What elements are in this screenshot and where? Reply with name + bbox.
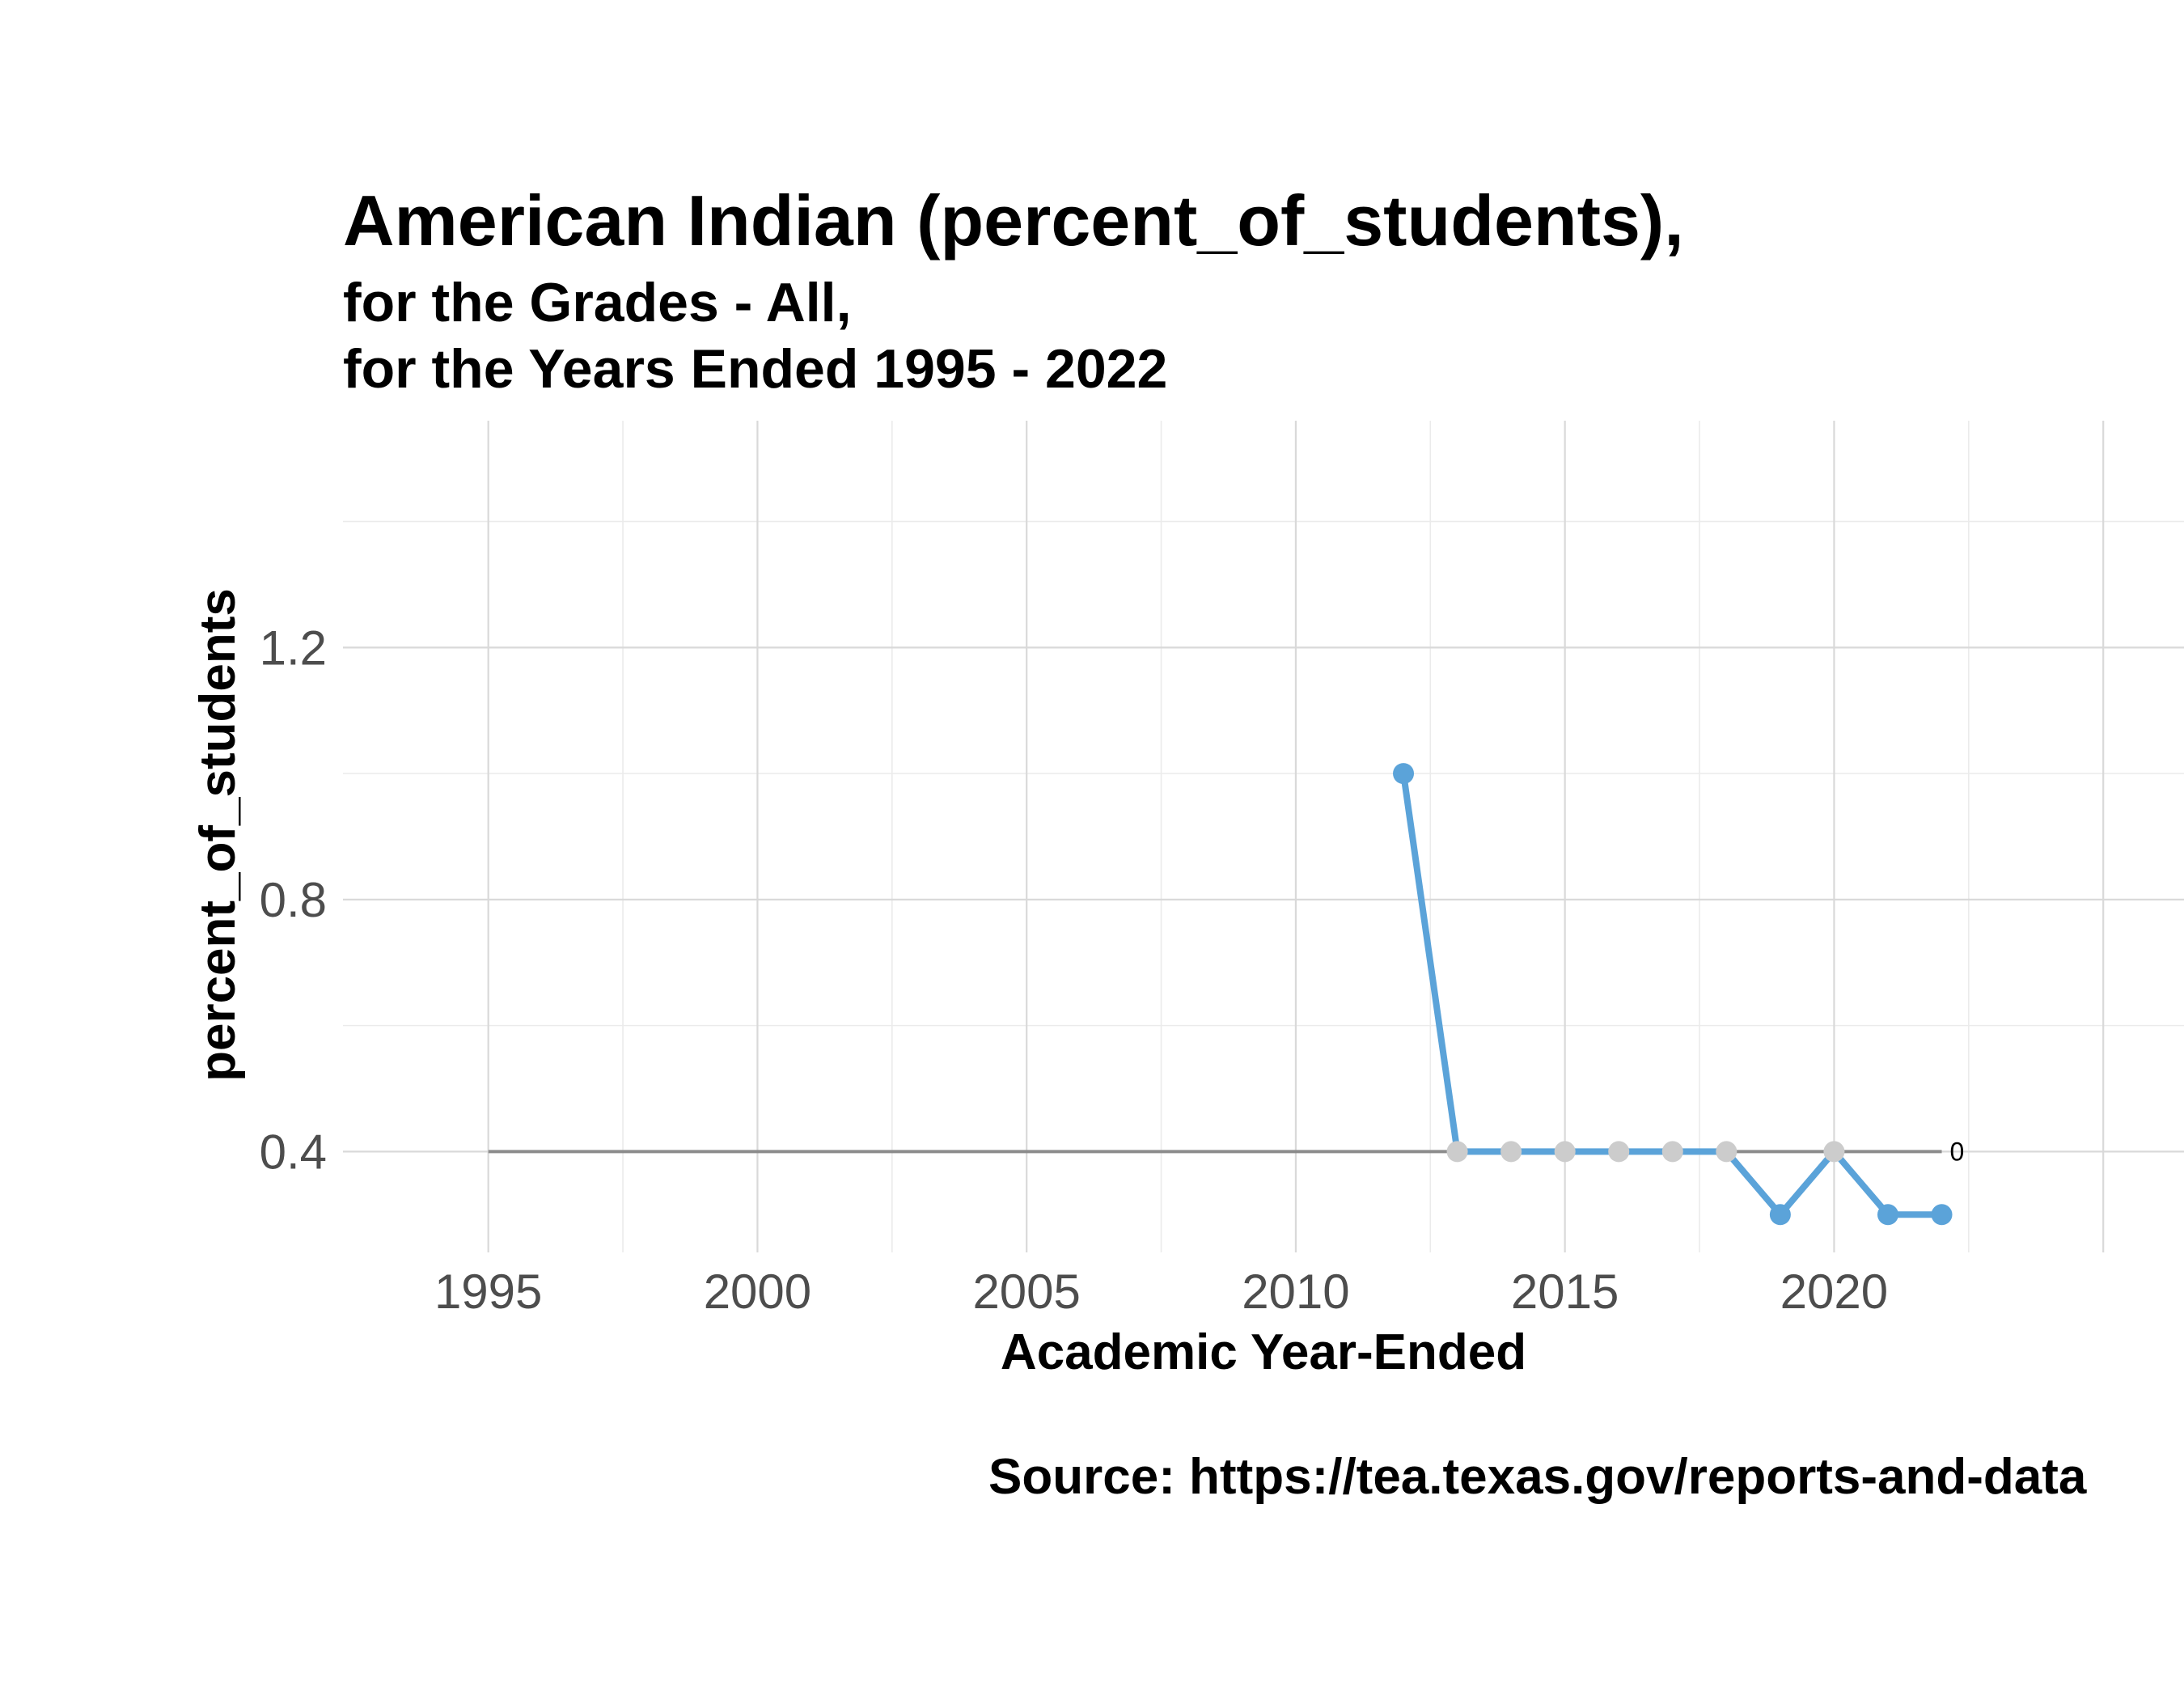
grid-lines bbox=[343, 421, 2184, 1252]
chart-subtitle-grades: for the Grades - All, bbox=[343, 272, 852, 333]
data-point bbox=[1877, 1204, 1898, 1226]
y-tick-label: 0.4 bbox=[260, 1125, 327, 1179]
x-tick-label: 2000 bbox=[704, 1265, 811, 1319]
reference-line-label: 0 bbox=[1950, 1137, 1965, 1166]
data-point bbox=[1931, 1204, 1953, 1226]
x-tick-label: 2005 bbox=[972, 1265, 1080, 1319]
x-tick-label: 2015 bbox=[1511, 1265, 1619, 1319]
x-tick-label: 1995 bbox=[434, 1265, 542, 1319]
y-axis-title: percent_of_students bbox=[190, 588, 246, 1082]
x-axis-ticks: 1995 2000 2005 2010 2015 2020 bbox=[434, 1265, 1888, 1319]
chart-subtitle-years: for the Years Ended 1995 - 2022 bbox=[343, 338, 1168, 400]
chart-title: American Indian (percent_of_students), bbox=[343, 180, 1684, 261]
y-axis-ticks: 0.4 0.8 1.2 bbox=[260, 621, 327, 1179]
x-tick-label: 2010 bbox=[1242, 1265, 1349, 1319]
y-tick-label: 0.8 bbox=[260, 873, 327, 927]
data-point bbox=[1446, 1141, 1468, 1163]
data-point bbox=[1716, 1141, 1737, 1163]
x-tick-label: 2020 bbox=[1780, 1265, 1888, 1319]
y-tick-label: 1.2 bbox=[260, 621, 327, 675]
data-point bbox=[1554, 1141, 1576, 1163]
data-point bbox=[1661, 1141, 1683, 1163]
source-caption: Source: https://tea.texas.gov/reports-an… bbox=[988, 1449, 2087, 1505]
data-point bbox=[1769, 1204, 1791, 1226]
data-point bbox=[1608, 1141, 1630, 1163]
data-point bbox=[1500, 1141, 1522, 1163]
series-group bbox=[1393, 763, 1953, 1226]
reference-line-group: 0 bbox=[488, 1137, 1965, 1166]
data-point bbox=[1823, 1141, 1845, 1163]
x-axis-title: Academic Year-Ended bbox=[1001, 1324, 1526, 1380]
data-point bbox=[1393, 763, 1415, 785]
